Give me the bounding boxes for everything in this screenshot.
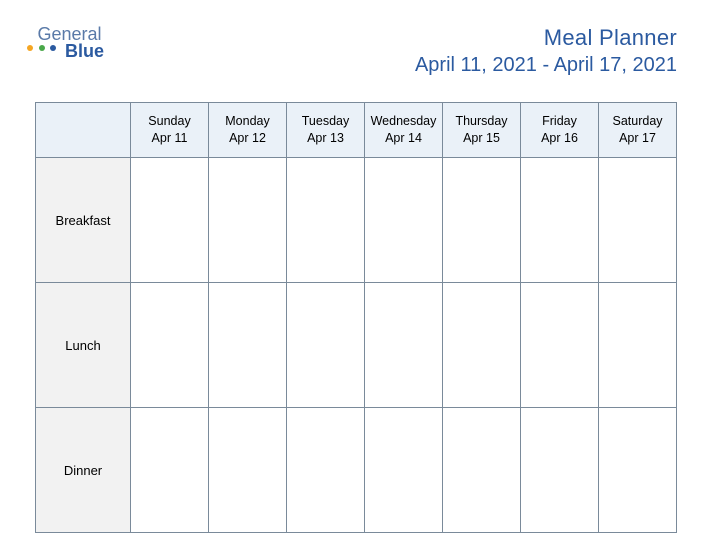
day-header: TuesdayApr 13 [287, 103, 365, 158]
meal-cell[interactable] [599, 283, 677, 408]
meal-cell[interactable] [521, 283, 599, 408]
meal-cell[interactable] [521, 158, 599, 283]
corner-cell [36, 103, 131, 158]
header: General Blue Meal Planner April 11, 2021… [0, 0, 712, 92]
logo-text-blue: Blue [65, 42, 104, 60]
table-row: Breakfast [36, 158, 677, 283]
meal-cell[interactable] [209, 408, 287, 533]
meal-cell[interactable] [131, 158, 209, 283]
day-header: SundayApr 11 [131, 103, 209, 158]
day-header: MondayApr 12 [209, 103, 287, 158]
meal-label: Breakfast [36, 158, 131, 283]
meal-cell[interactable] [287, 158, 365, 283]
meal-cell[interactable] [365, 408, 443, 533]
meal-cell[interactable] [209, 283, 287, 408]
date-range: April 11, 2021 - April 17, 2021 [415, 54, 677, 77]
logo: General Blue [35, 25, 104, 60]
day-header: SaturdayApr 17 [599, 103, 677, 158]
dot-icon [27, 45, 33, 51]
meal-cell[interactable] [287, 283, 365, 408]
day-header: FridayApr 16 [521, 103, 599, 158]
meal-cell[interactable] [443, 408, 521, 533]
meal-cell[interactable] [443, 283, 521, 408]
meal-label: Lunch [36, 283, 131, 408]
table-row: Dinner [36, 408, 677, 533]
table-row: Lunch [36, 283, 677, 408]
meal-cell[interactable] [443, 158, 521, 283]
meal-cell[interactable] [131, 283, 209, 408]
meal-planner-table: SundayApr 11 MondayApr 12 TuesdayApr 13 … [35, 102, 677, 533]
logo-dots-icon [27, 39, 57, 55]
meal-cell[interactable] [131, 408, 209, 533]
day-header: WednesdayApr 14 [365, 103, 443, 158]
meal-cell[interactable] [287, 408, 365, 533]
dot-icon [39, 45, 45, 51]
header-row: SundayApr 11 MondayApr 12 TuesdayApr 13 … [36, 103, 677, 158]
day-header: ThursdayApr 15 [443, 103, 521, 158]
meal-cell[interactable] [365, 283, 443, 408]
title-block: Meal Planner April 11, 2021 - April 17, … [415, 25, 677, 77]
meal-cell[interactable] [209, 158, 287, 283]
page-title: Meal Planner [415, 25, 677, 51]
meal-label: Dinner [36, 408, 131, 533]
meal-cell[interactable] [599, 408, 677, 533]
meal-cell[interactable] [365, 158, 443, 283]
meal-cell[interactable] [521, 408, 599, 533]
dot-icon [50, 45, 56, 51]
meal-cell[interactable] [599, 158, 677, 283]
